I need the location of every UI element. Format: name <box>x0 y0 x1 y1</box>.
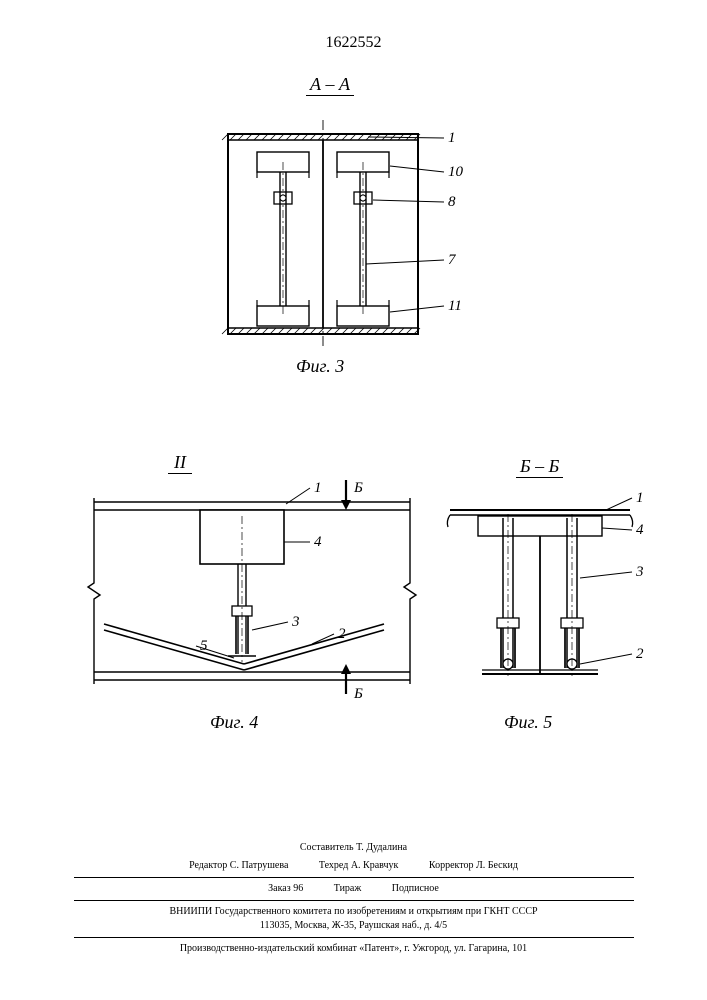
fig3-caption: Фиг. 3 <box>296 356 344 377</box>
svg-text:10: 10 <box>448 164 464 180</box>
svg-text:1: 1 <box>314 480 322 496</box>
svg-text:4: 4 <box>636 522 644 538</box>
svg-text:3: 3 <box>291 614 300 630</box>
svg-text:1: 1 <box>636 490 644 506</box>
svg-text:Б: Б <box>353 686 363 702</box>
svg-text:2: 2 <box>338 626 346 642</box>
svg-text:1: 1 <box>448 130 456 146</box>
svg-text:3: 3 <box>635 564 644 580</box>
svg-text:11: 11 <box>448 298 462 314</box>
svg-text:8: 8 <box>448 194 456 210</box>
tirazh: Тираж <box>334 882 362 896</box>
order-no: Заказ 96 <box>268 882 303 896</box>
figure-5: 1 4 3 2 <box>430 450 650 730</box>
fig4-caption: Фиг. 4 <box>210 712 258 733</box>
svg-text:7: 7 <box>448 252 457 268</box>
figure-3: 1 10 8 7 11 <box>198 94 498 374</box>
svg-text:Б: Б <box>353 480 363 496</box>
corrector: Корректор Л. Бескид <box>429 859 518 873</box>
addr-line: 113035, Москва, Ж-35, Раушская наб., д. … <box>0 919 707 933</box>
svg-text:4: 4 <box>314 534 322 550</box>
editor: Редактор С. Патрушева <box>189 859 288 873</box>
fig5-caption: Фиг. 5 <box>504 712 552 733</box>
svg-text:5: 5 <box>200 638 208 654</box>
colophon: Составитель Т. Дудалина Редактор С. Патр… <box>0 841 707 956</box>
document-number: 1622552 <box>0 34 707 52</box>
tech-editor: Техред А. Кравчук <box>319 859 399 873</box>
svg-text:2: 2 <box>636 646 644 662</box>
podpisnoe: Подписное <box>392 882 439 896</box>
figure-4: Б Б 1 4 3 2 5 <box>82 450 422 730</box>
printer-line: Производственно-издательский комбинат «П… <box>0 942 707 956</box>
org-line: ВНИИПИ Государственного комитета по изоб… <box>0 905 707 919</box>
compiler: Составитель Т. Дудалина <box>300 842 407 853</box>
patent-page: 1622552 А – А 1108711 Фиг. 3 II ББ14325 … <box>0 0 707 1000</box>
section-aa-label: А – А <box>306 74 354 96</box>
